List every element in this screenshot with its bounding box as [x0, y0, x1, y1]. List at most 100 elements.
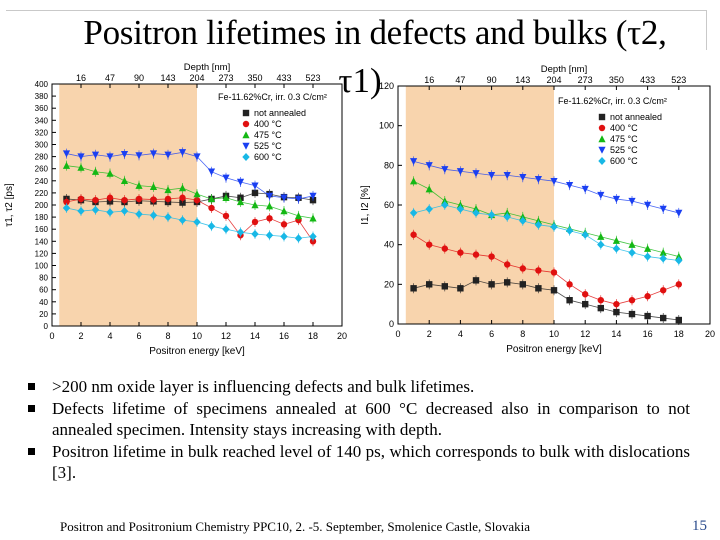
- data-point: [251, 182, 259, 190]
- x-tick-label: 0: [49, 331, 54, 341]
- y-tick-label: 400: [35, 80, 49, 89]
- data-point: [644, 201, 652, 209]
- highlight-band: [59, 84, 197, 326]
- y-tick-label: 80: [39, 274, 48, 283]
- x-tick-label: 4: [458, 329, 463, 339]
- data-point: [644, 293, 651, 300]
- y-tick-label: 20: [39, 310, 48, 319]
- data-point: [222, 225, 230, 234]
- y-tick-label: 320: [35, 128, 49, 137]
- top-tick-label: 273: [578, 75, 593, 85]
- legend-marker: [598, 146, 606, 154]
- x-tick-label: 14: [250, 331, 260, 341]
- data-point: [582, 300, 589, 308]
- footer-text: Positron and Positronium Chemistry PPC10…: [60, 519, 530, 534]
- data-point: [487, 210, 496, 219]
- series-line: [413, 160, 679, 214]
- y-tick-label: 60: [384, 200, 394, 210]
- lifetime-chart-svg: 0 2 4 6 8 10 12 14 16 18 2002040608010012014016018…: [4, 62, 347, 357]
- data-point: [222, 212, 230, 220]
- series-line: [66, 151, 314, 200]
- data-point: [566, 297, 573, 304]
- x-axis-label: Positron energy [keV]: [149, 346, 245, 357]
- data-point: [456, 204, 465, 213]
- x-tick-label: 8: [520, 329, 525, 339]
- data-point: [410, 231, 417, 238]
- data-point: [628, 310, 636, 318]
- data-point: [120, 150, 129, 158]
- intensity-chart-svg: 0 2 4 6 8 10 12 14 16 18 20 0 20 40 60 80 100 120 16 47 90 14…: [360, 64, 715, 355]
- series-line: [413, 180, 679, 257]
- data-point: [222, 174, 230, 182]
- x-tick-label: 8: [165, 331, 170, 341]
- data-point: [566, 181, 574, 189]
- y-tick-label: 160: [35, 225, 49, 234]
- data-point: [208, 204, 215, 212]
- data-point: [441, 201, 449, 209]
- x-tick-label: 18: [674, 329, 684, 339]
- data-point: [63, 198, 70, 206]
- x-tick-label: 14: [611, 329, 621, 339]
- y-tick-label: 300: [35, 141, 49, 150]
- data-point: [628, 197, 636, 205]
- data-point: [265, 192, 274, 200]
- data-point: [597, 297, 604, 304]
- data-point: [265, 231, 274, 240]
- bullet-text: >200 nm oxide layer is influencing defec…: [52, 377, 475, 396]
- legend-label: 600 °C: [254, 152, 282, 162]
- data-point: [425, 162, 433, 170]
- data-point: [613, 300, 620, 308]
- y-tick-label: 40: [39, 298, 48, 307]
- data-point: [294, 212, 303, 220]
- series-line: [66, 165, 314, 219]
- top-tick-label: 47: [455, 75, 465, 85]
- data-point: [612, 236, 620, 244]
- data-point: [659, 205, 667, 213]
- top-tick-label: 204: [546, 75, 561, 85]
- y-tick-label: 340: [35, 116, 49, 125]
- data-point: [62, 204, 71, 213]
- y-tick-label: 260: [35, 165, 49, 174]
- data-point: [535, 285, 542, 292]
- x-tick-label: 6: [489, 329, 494, 339]
- x-tick-label: 2: [427, 329, 432, 339]
- data-point: [472, 208, 480, 217]
- data-point: [410, 158, 418, 166]
- x-axis-label: Positron energy [keV]: [506, 344, 602, 355]
- data-point: [566, 281, 573, 288]
- legend-label: 600 °C: [610, 156, 638, 166]
- x-tick-label: 2: [78, 331, 83, 341]
- data-point: [120, 177, 129, 184]
- data-point: [135, 152, 143, 160]
- y-tick-label: 40: [384, 240, 394, 250]
- top-tick-label: 523: [671, 75, 686, 85]
- y-tick-label: 100: [35, 262, 49, 271]
- data-point: [149, 183, 158, 191]
- data-point: [409, 208, 418, 217]
- data-point: [519, 281, 526, 288]
- page-number: 15: [692, 518, 707, 534]
- data-point: [503, 212, 511, 221]
- bullet-item: >200 nm oxide layer is influencing defec…: [28, 376, 690, 398]
- data-point: [91, 167, 100, 175]
- y-tick-label: 100: [379, 121, 394, 131]
- legend-label: 525 °C: [610, 145, 638, 155]
- highlight-band: [405, 86, 554, 324]
- data-point: [135, 181, 143, 189]
- decorative-rule: [6, 10, 706, 11]
- x-tick-label: 20: [337, 331, 347, 341]
- x-tick-label: 12: [580, 329, 590, 339]
- data-point: [628, 240, 636, 248]
- data-point: [251, 201, 259, 209]
- y-tick-label: 380: [35, 92, 49, 101]
- data-point: [178, 184, 187, 192]
- legend-label: not annealed: [610, 112, 662, 122]
- data-point: [675, 281, 682, 288]
- data-point: [534, 176, 542, 184]
- y-tick-label: 180: [35, 213, 49, 222]
- data-point: [441, 283, 448, 290]
- y-tick-label: 280: [35, 153, 49, 162]
- data-point: [581, 185, 589, 193]
- y-tick-label: 20: [384, 279, 394, 289]
- data-point: [675, 209, 683, 217]
